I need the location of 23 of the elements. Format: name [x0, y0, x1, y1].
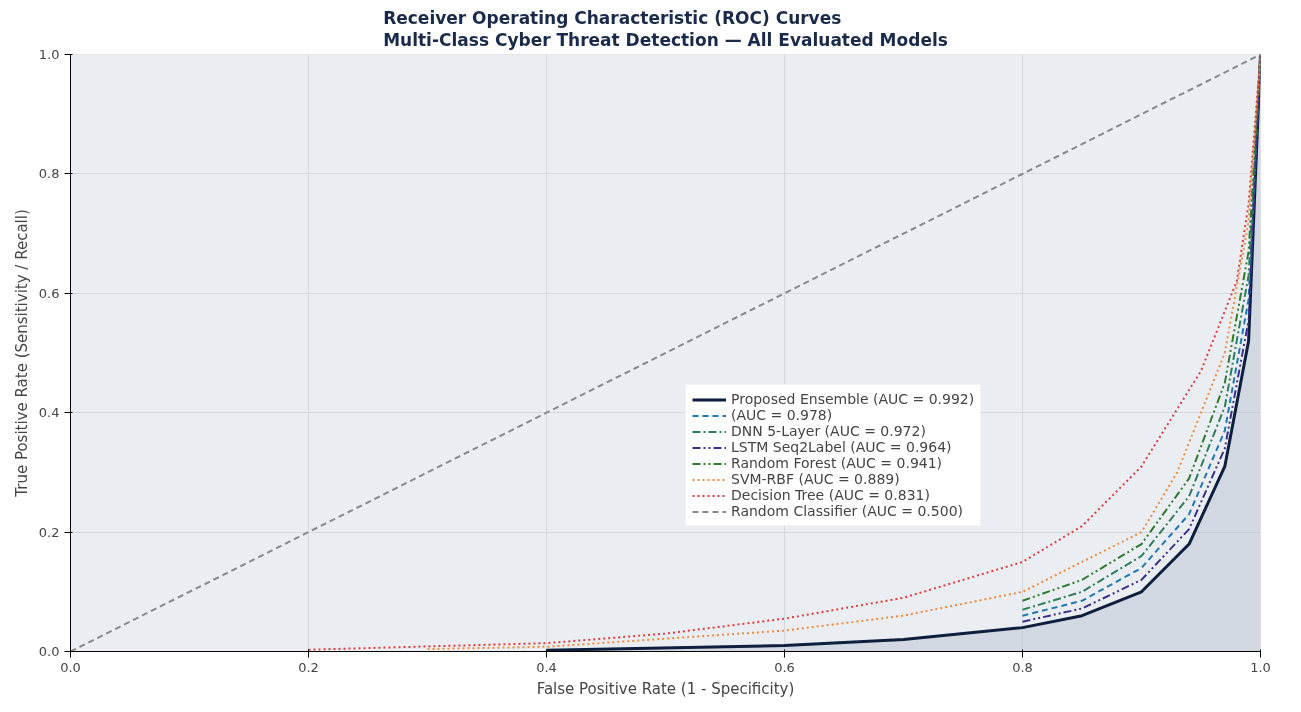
y-tick-label: 0.8: [38, 166, 60, 182]
x-tick-label: 0.6: [774, 659, 795, 675]
legend-label: Random Classifier (AUC = 0.500): [731, 503, 964, 519]
y-tick-label: 0.0: [38, 644, 60, 659]
chart-title: Receiver Operating Characteristic (ROC) Curves Multi-Class Cyber Threat Detection — All Evaluated Models: [383, 7, 948, 50]
legend-label: DNN 5-Layer (AUC = 0.972): [731, 423, 926, 439]
y-axis-title: True Positive Rate (Sensitivity / Recall): [12, 209, 31, 498]
legend-label: SVM-RBF (AUC = 0.889): [731, 471, 900, 487]
legend-label: Random Forest (AUC = 0.941): [731, 455, 943, 471]
y-tick-label: 0.6: [38, 285, 60, 301]
x-tick-label: 0.8: [1012, 659, 1033, 675]
x-tick-label: 0.4: [536, 659, 557, 675]
y-tick-label: 0.4: [38, 405, 60, 421]
legend-label: (AUC = 0.978): [731, 407, 833, 423]
legend-label: Proposed Ensemble (AUC = 0.992): [731, 391, 975, 407]
x-tick-label: 0.2: [298, 659, 319, 675]
y-tick-label: 0.2: [38, 524, 60, 540]
legend-label: Decision Tree (AUC = 0.831): [731, 487, 930, 503]
x-axis-title: False Positive Rate (1 - Specificity): [536, 679, 795, 698]
y-tick-label: 1.0: [38, 47, 60, 62]
x-tick-label: 1.0: [1250, 659, 1271, 675]
legend-label: LSTM Seq2Label (AUC = 0.964): [731, 439, 952, 455]
x-tick-label: 0.0: [60, 659, 81, 675]
